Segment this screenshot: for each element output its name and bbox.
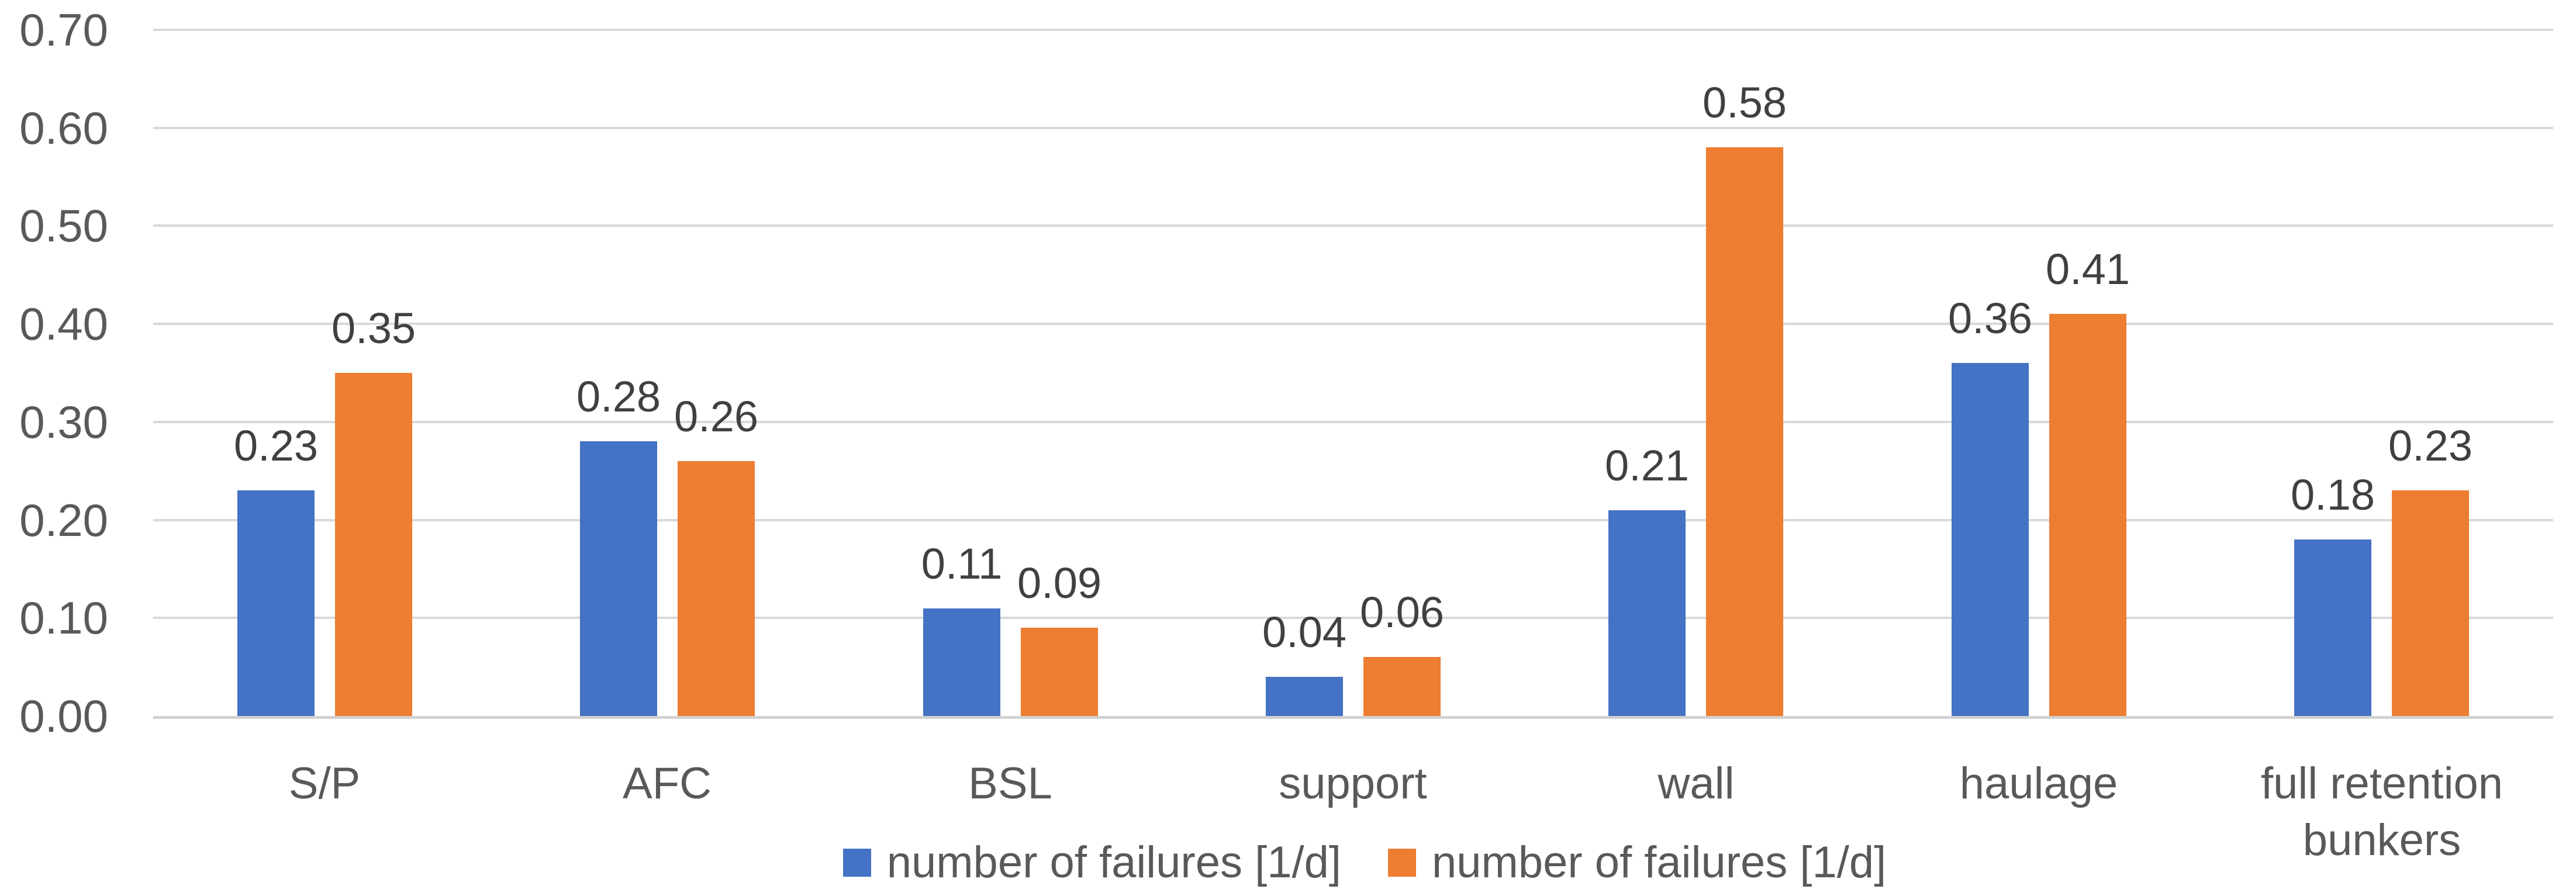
gridline-0.20: [153, 519, 2553, 521]
bar-series-2-2: [678, 461, 755, 716]
bar-series-2-3: [1021, 628, 1098, 716]
y-axis-tick-label: 0.50: [19, 200, 108, 251]
bar-series-1-5: [1608, 510, 1686, 716]
legend-item-series-2: number of failures [1/d]: [1388, 838, 1886, 887]
bar-value-label: 0.23: [2388, 421, 2473, 470]
bar-value-label: 0.06: [1359, 588, 1445, 636]
bar-series-2-5: [1706, 147, 1783, 716]
y-axis-tick-label: 0.30: [19, 396, 108, 448]
bar-value-label: 0.23: [233, 421, 319, 470]
gridline-0.10: [153, 617, 2553, 619]
x-axis-category-label: haulage: [1959, 759, 2118, 808]
bar-series-2-7: [2392, 490, 2469, 716]
x-axis-category-label: AFC: [623, 759, 712, 808]
bar-value-label: 0.18: [2290, 471, 2375, 519]
x-axis-category-label: BSL: [968, 759, 1052, 808]
gridline-0.60: [153, 127, 2553, 129]
bar-series-2-1: [335, 373, 412, 716]
bar-series-1-4: [1266, 677, 1343, 716]
gridline-0.00: [153, 716, 2553, 719]
legend: number of failures [1/d] number of failu…: [153, 838, 2576, 887]
bar-series-1-6: [1952, 363, 2029, 716]
bar-series-1-7: [2294, 539, 2371, 716]
y-axis-tick-label: 0.40: [19, 298, 108, 350]
y-axis-tick-label: 0.60: [19, 102, 108, 154]
x-axis-category-label: support: [1279, 759, 1427, 808]
x-axis-category-label: wall: [1658, 759, 1735, 808]
x-axis-category-label: S/P: [288, 759, 361, 808]
bar-value-label: 0.26: [674, 392, 759, 441]
y-axis-tick-label: 0.00: [19, 690, 108, 742]
gridline-0.50: [153, 224, 2553, 227]
bar-value-label: 0.35: [331, 304, 416, 352]
legend-label-series-1: number of failures [1/d]: [886, 838, 1341, 887]
x-axis-category-label: full retention bunkers: [2260, 759, 2504, 865]
legend-swatch-blue-icon: [842, 849, 871, 877]
legend-item-series-1: number of failures [1/d]: [842, 838, 1341, 887]
bar-series-2-6: [2049, 314, 2126, 716]
bar-series-1-3: [923, 608, 1000, 716]
bar-value-label: 0.09: [1017, 559, 1102, 607]
bar-value-label: 0.21: [1604, 441, 1690, 490]
bar-series-2-4: [1363, 657, 1441, 716]
y-axis-tick-label: 0.10: [19, 592, 108, 644]
bar-value-label: 0.36: [1947, 294, 2033, 343]
bar-value-label: 0.04: [1262, 608, 1347, 656]
bar-value-label: 0.41: [2045, 245, 2130, 293]
bar-value-label: 0.11: [921, 539, 1003, 588]
gridline-0.40: [153, 323, 2553, 325]
bar-value-label: 0.58: [1702, 78, 1787, 127]
legend-swatch-orange-icon: [1388, 849, 1416, 877]
bar-value-label: 0.28: [576, 372, 661, 421]
gridline-0.70: [153, 29, 2553, 31]
y-axis-tick-label: 0.20: [19, 494, 108, 546]
gridline-0.30: [153, 421, 2553, 423]
legend-label-series-2: number of failures [1/d]: [1432, 838, 1887, 887]
y-axis-tick-label: 0.70: [19, 4, 108, 56]
bar-series-1-1: [237, 490, 315, 716]
bar-series-1-2: [580, 441, 657, 716]
